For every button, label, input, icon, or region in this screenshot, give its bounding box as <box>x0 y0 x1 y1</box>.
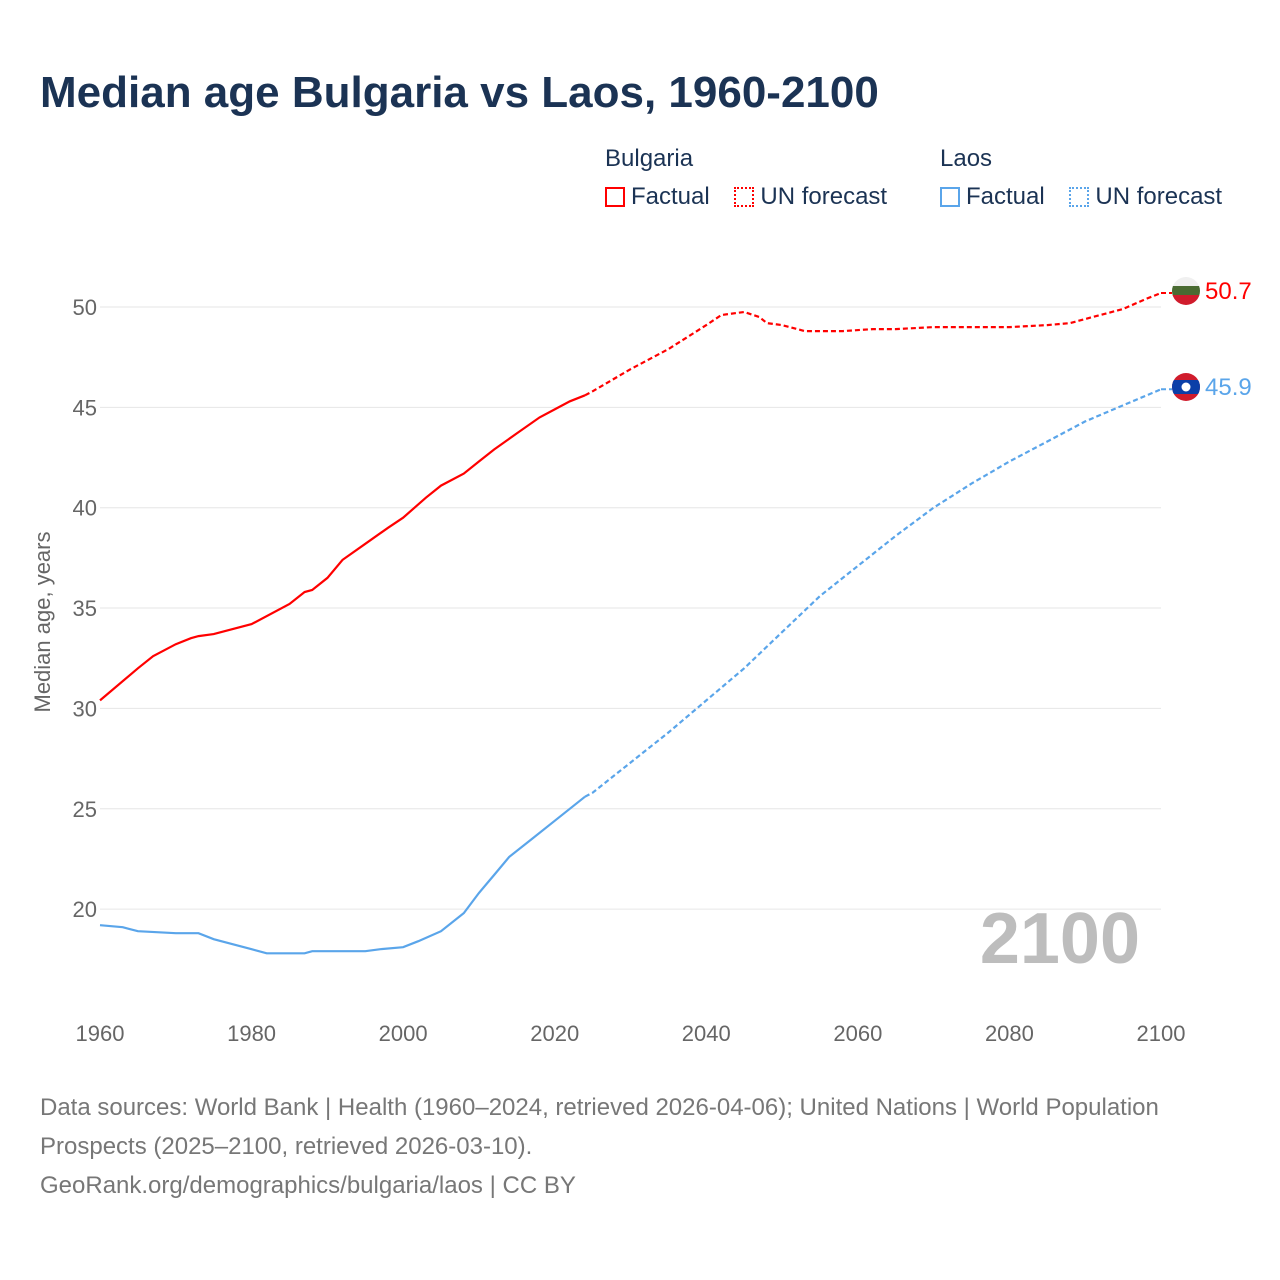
legend-bulgaria-factual[interactable]: Factual <box>605 183 710 211</box>
legend-bulgaria: Bulgaria Factual UN forecast <box>605 145 905 214</box>
legend-laos: Laos Factual UN forecast <box>940 145 1222 214</box>
y-tick-label: 25 <box>73 797 97 822</box>
legend-label: Factual <box>631 183 710 210</box>
bulgaria-factual-line <box>99 394 586 702</box>
solid-swatch-icon <box>605 187 625 207</box>
solid-swatch-icon <box>940 187 960 207</box>
dotted-swatch-icon <box>1069 187 1090 207</box>
x-tick-label: 1980 <box>227 1021 276 1046</box>
x-tick-label: 2020 <box>530 1021 579 1046</box>
data-sources: Data sources: World Bank | Health (1960–… <box>40 1094 1159 1160</box>
x-tick-label: 2060 <box>833 1021 882 1046</box>
legend-label: UN forecast <box>1095 183 1223 210</box>
legend-laos-factual[interactable]: Factual <box>940 183 1045 211</box>
bulgaria-flag-icon <box>1172 277 1200 305</box>
y-axis-label: Median age, years <box>30 532 55 713</box>
legend-label: UN forecast <box>760 183 888 210</box>
laos-factual-line <box>99 795 586 955</box>
y-tick-label: 20 <box>73 897 97 922</box>
chart-title: Median age Bulgaria vs Laos, 1960-2100 <box>40 68 879 117</box>
y-tick-label: 35 <box>73 596 97 621</box>
year-watermark: 2100 <box>980 899 1140 979</box>
y-tick-label: 30 <box>73 696 97 721</box>
legend-label: Factual <box>966 183 1045 210</box>
y-tick-label: 40 <box>73 496 97 521</box>
bulgaria-forecast-line <box>584 291 1162 397</box>
x-tick-label: 2080 <box>985 1021 1034 1046</box>
y-tick-label: 50 <box>73 295 97 320</box>
credit-link[interactable]: GeoRank.org/demographics/bulgaria/laos |… <box>40 1172 576 1199</box>
legend-group-label: Laos <box>940 145 993 172</box>
legend-laos-forecast[interactable]: UN forecast <box>1069 183 1222 211</box>
legend-group-label: Bulgaria <box>605 145 694 172</box>
x-tick-label: 2000 <box>379 1021 428 1046</box>
bulgaria-end-label: 50.7 <box>1205 278 1252 305</box>
laos-flag-icon <box>1172 373 1200 401</box>
x-tick-label: 2040 <box>682 1021 731 1046</box>
laos-forecast-line <box>584 388 1162 798</box>
x-tick-label: 2100 <box>1137 1021 1186 1046</box>
x-tick-label: 1960 <box>76 1021 125 1046</box>
dotted-swatch-icon <box>734 187 755 207</box>
y-tick-label: 45 <box>73 395 97 420</box>
laos-end-label: 45.9 <box>1205 374 1252 401</box>
legend-bulgaria-forecast[interactable]: UN forecast <box>734 183 887 211</box>
footer: Data sources: World Bank | Health (1960–… <box>40 1088 1190 1205</box>
